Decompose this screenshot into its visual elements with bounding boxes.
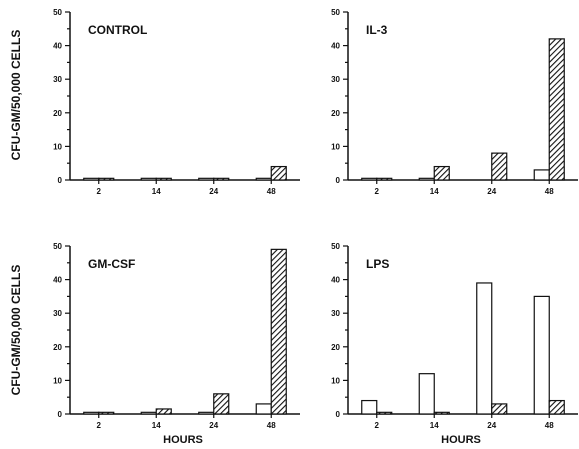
il3-x-tick-label: 2: [375, 187, 380, 196]
control-y-tick-label: 50: [53, 8, 62, 17]
lps-y-tick-label: 20: [331, 343, 340, 352]
control-y-tick-label: 0: [58, 176, 63, 185]
gmcsf-x-tick-label: 48: [267, 421, 276, 430]
il3-hatched-bar: [548, 38, 565, 181]
il3-y-tick-label: 0: [336, 176, 341, 185]
control-y-tick-label: 40: [53, 42, 62, 51]
il3-panel-title: IL-3: [366, 23, 388, 37]
il3-hatched-bar: [376, 177, 393, 181]
control-x-tick-label: 24: [209, 187, 218, 196]
control-y-tick-label: 10: [53, 142, 62, 151]
y-axis-label-bottom: CFU-GM/50,000 CELLS: [9, 265, 23, 396]
lps-x-tick-label: 14: [430, 421, 439, 430]
lps-x-tick-label: 48: [545, 421, 554, 430]
gmcsf-y-tick-label: 30: [53, 309, 62, 318]
gmcsf-open-bar: [140, 411, 157, 415]
lps-open-bar: [476, 282, 493, 415]
control-panel-title: CONTROL: [88, 23, 147, 37]
gmcsf-x-tick-label: 24: [209, 421, 218, 430]
lps-open-bar: [533, 295, 550, 415]
control-open-bar: [83, 177, 100, 181]
control-open-bar: [255, 177, 272, 181]
lps-y-tick-label: 40: [331, 276, 340, 285]
lps-hatched-bar: [376, 411, 393, 415]
lps-open-bar: [361, 399, 378, 415]
control-x-tick-label: 14: [152, 187, 161, 196]
gmcsf-hatched-bar: [98, 411, 115, 415]
gmcsf-y-tick-label: 50: [53, 242, 62, 251]
control-hatched-bar: [155, 177, 172, 181]
panel-lps: 0 10 20 30 40 50 2 14 24 48 LPS HOURS: [331, 242, 578, 446]
il3-x-tick-label: 14: [430, 187, 439, 196]
lps-y-tick-label: 50: [331, 242, 340, 251]
lps-hatched-bar: [491, 403, 508, 415]
il3-open-bar: [533, 169, 550, 181]
il3-y-tick-label: 10: [331, 142, 340, 151]
panel-gmcsf: 0 10 20 30 40 50 2 14 24 48 GM-CSF HOURS: [53, 242, 300, 446]
il3-y-tick-label: 40: [331, 42, 340, 51]
panel-control: 0 10 20 30 40 50 2 14 24 48 CONTROL: [53, 8, 300, 196]
gmcsf-hatched-bar: [213, 393, 230, 415]
lps-y-tick-label: 10: [331, 376, 340, 385]
gmcsf-hatched-bar: [155, 408, 172, 415]
il3-hatched-bar: [433, 165, 450, 181]
control-x-tick-label: 2: [97, 187, 102, 196]
il3-open-bar: [361, 177, 378, 181]
control-y-tick-label: 30: [53, 75, 62, 84]
il3-x-tick-label: 48: [545, 187, 554, 196]
gmcsf-x-tick-label: 2: [97, 421, 102, 430]
il3-y-tick-label: 50: [331, 8, 340, 17]
gmcsf-y-tick-label: 0: [58, 410, 63, 419]
gmcsf-panel-title: GM-CSF: [88, 257, 135, 271]
il3-x-tick-label: 24: [487, 187, 496, 196]
lps-hatched-bar: [433, 411, 450, 415]
lps-y-tick-label: 30: [331, 309, 340, 318]
gmcsf-y-tick-label: 20: [53, 343, 62, 352]
gmcsf-hatched-bar: [270, 248, 287, 415]
lps-hatched-bar: [548, 399, 565, 415]
il3-hatched-bar: [491, 152, 508, 181]
control-hatched-bar: [98, 177, 115, 181]
control-y-tick-label: 20: [53, 109, 62, 118]
il3-y-tick-label: 30: [331, 75, 340, 84]
gmcsf-y-tick-label: 40: [53, 276, 62, 285]
control-x-tick-label: 48: [267, 187, 276, 196]
control-open-bar: [198, 177, 215, 181]
lps-x-axis-title: HOURS: [441, 434, 481, 446]
gmcsf-open-bar: [255, 403, 272, 415]
y-axis-label-top: CFU-GM/50,000 CELLS: [9, 30, 23, 161]
gmcsf-open-bar: [83, 411, 100, 415]
lps-x-tick-label: 24: [487, 421, 496, 430]
lps-y-tick-label: 0: [336, 410, 341, 419]
lps-panel-title: LPS: [366, 257, 389, 271]
il3-open-bar: [418, 177, 435, 181]
panel-il3: 0 10 20 30 40 50 2 14 24 48 IL-3: [331, 8, 578, 196]
lps-x-tick-label: 2: [375, 421, 380, 430]
gmcsf-open-bar: [198, 411, 215, 415]
gmcsf-x-axis-title: HOURS: [163, 434, 203, 446]
control-hatched-bar: [213, 177, 230, 181]
il3-y-tick-label: 20: [331, 109, 340, 118]
control-open-bar: [140, 177, 157, 181]
control-hatched-bar: [270, 165, 287, 181]
gmcsf-y-tick-label: 10: [53, 376, 62, 385]
lps-open-bar: [418, 373, 435, 415]
gmcsf-x-tick-label: 14: [152, 421, 161, 430]
